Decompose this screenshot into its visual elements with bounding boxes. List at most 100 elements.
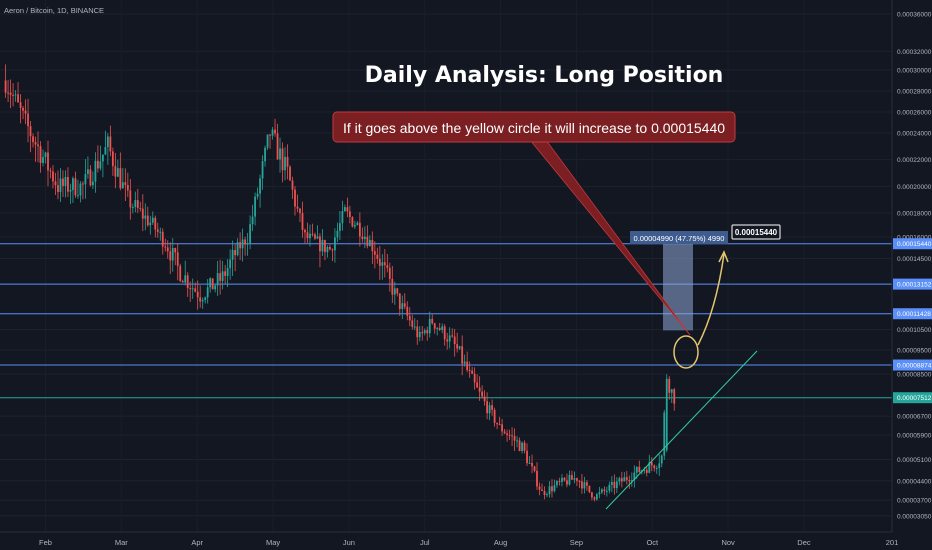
price-axis[interactable]: 0.00036000 0.00032000 0.00030000 0.00028000…	[897, 12, 932, 521]
x-tick-label: 201	[886, 538, 899, 547]
measure-label-text: 0.00004990 (47.75%) 4990	[634, 234, 725, 243]
candle-body	[371, 240, 374, 252]
candle-body	[279, 148, 281, 160]
candle-body	[408, 315, 411, 321]
candle-body	[486, 401, 489, 414]
candle-body	[426, 330, 429, 334]
candle-body	[306, 232, 309, 239]
candle-body	[531, 462, 533, 467]
candle-body	[361, 236, 364, 240]
candle-body	[181, 280, 184, 283]
candle-body	[501, 424, 503, 432]
candle-body	[72, 178, 74, 190]
x-tick-label: Dec	[797, 538, 811, 547]
y-tick-label: 0.00014500	[897, 256, 932, 263]
candle-body	[578, 480, 581, 482]
candle-body	[548, 486, 551, 495]
candle-body	[618, 478, 621, 482]
candle-body	[17, 94, 19, 103]
candle-body	[393, 288, 396, 295]
level-tag	[893, 278, 932, 290]
y-tick-label: 0.00010500	[897, 327, 932, 334]
level-tag	[893, 392, 932, 404]
x-tick-label: Jul	[420, 538, 430, 547]
candle-body	[563, 477, 566, 481]
x-tick-label: Feb	[39, 538, 52, 547]
y-tick-label: 0.00030000	[897, 68, 932, 75]
candle-body	[84, 174, 87, 185]
candle-body	[239, 242, 242, 249]
candle-body	[49, 170, 52, 172]
candle-body	[144, 215, 147, 219]
target-label-text: 0.00015440	[735, 228, 778, 237]
candle-body	[346, 207, 349, 212]
candle-body	[645, 469, 648, 473]
candle-body	[194, 288, 197, 292]
target-label-background	[731, 224, 781, 240]
candle-body	[264, 147, 266, 162]
candle-body	[566, 480, 568, 485]
callout-box[interactable]: If it goes above the yellow circle it wi…	[332, 111, 736, 143]
candle-body	[209, 278, 212, 288]
time-axis[interactable]: Feb Mar Apr May Jun Jul Aug Sep Oct Nov Dec 201	[39, 538, 898, 547]
candle-body	[630, 480, 633, 482]
candle-body	[326, 246, 329, 253]
projection-arrow[interactable]	[697, 253, 725, 346]
candle-body	[221, 271, 224, 281]
candle-body	[493, 409, 496, 423]
support-trendline[interactable]	[605, 350, 758, 510]
candle-body	[488, 405, 491, 414]
candle-body	[99, 161, 102, 169]
candle-body	[463, 361, 466, 364]
candle-body	[600, 489, 603, 493]
candle-body	[261, 161, 264, 179]
candle-body	[431, 318, 434, 324]
x-tick-label: Nov	[721, 538, 735, 547]
candle-body	[269, 134, 271, 136]
candle-body	[284, 156, 286, 171]
candle-body	[189, 287, 192, 289]
candle-body	[438, 327, 441, 331]
candle-body	[14, 94, 17, 96]
yellow-circle[interactable]	[673, 335, 699, 369]
candle-body	[159, 231, 162, 233]
candle-body	[344, 207, 346, 212]
candle-body	[448, 335, 451, 342]
candle-body	[503, 431, 506, 434]
candle-body	[196, 291, 199, 298]
candle-body	[87, 169, 89, 175]
candle-body	[74, 178, 77, 196]
candle-body	[82, 183, 84, 185]
candle-body	[406, 306, 409, 316]
candle-body	[219, 273, 222, 281]
candle-body	[42, 157, 44, 164]
candle-body	[104, 147, 107, 155]
level-tag-label: 0.00008874	[897, 363, 932, 370]
measure-label[interactable]: 0.00004990 (47.75%) 4990	[630, 231, 728, 244]
x-tick-label: Sep	[570, 538, 583, 547]
candle-body	[241, 239, 244, 249]
candle-body	[216, 273, 219, 286]
candle-body	[673, 389, 676, 404]
candle-body	[67, 176, 69, 192]
level-tag-label: 0.00015440	[897, 241, 932, 248]
candle-body	[62, 178, 64, 186]
candle-body	[129, 190, 132, 208]
candle-body	[613, 482, 616, 489]
candle-body	[398, 293, 401, 309]
candle-body	[633, 472, 636, 481]
candle-body	[366, 236, 369, 247]
target-label[interactable]: 0.00015440	[731, 224, 781, 240]
candle-body	[324, 239, 326, 253]
candle-body	[47, 152, 49, 171]
candle-body	[541, 489, 543, 491]
candle-body	[423, 330, 426, 334]
candle-body	[339, 223, 341, 231]
x-tick-label: Aug	[494, 538, 507, 547]
measure-box[interactable]	[663, 243, 693, 331]
candle-body	[468, 369, 471, 371]
candle-body	[69, 189, 72, 192]
y-tick-label: 0.00005100	[897, 457, 932, 464]
candle-body	[316, 236, 319, 239]
